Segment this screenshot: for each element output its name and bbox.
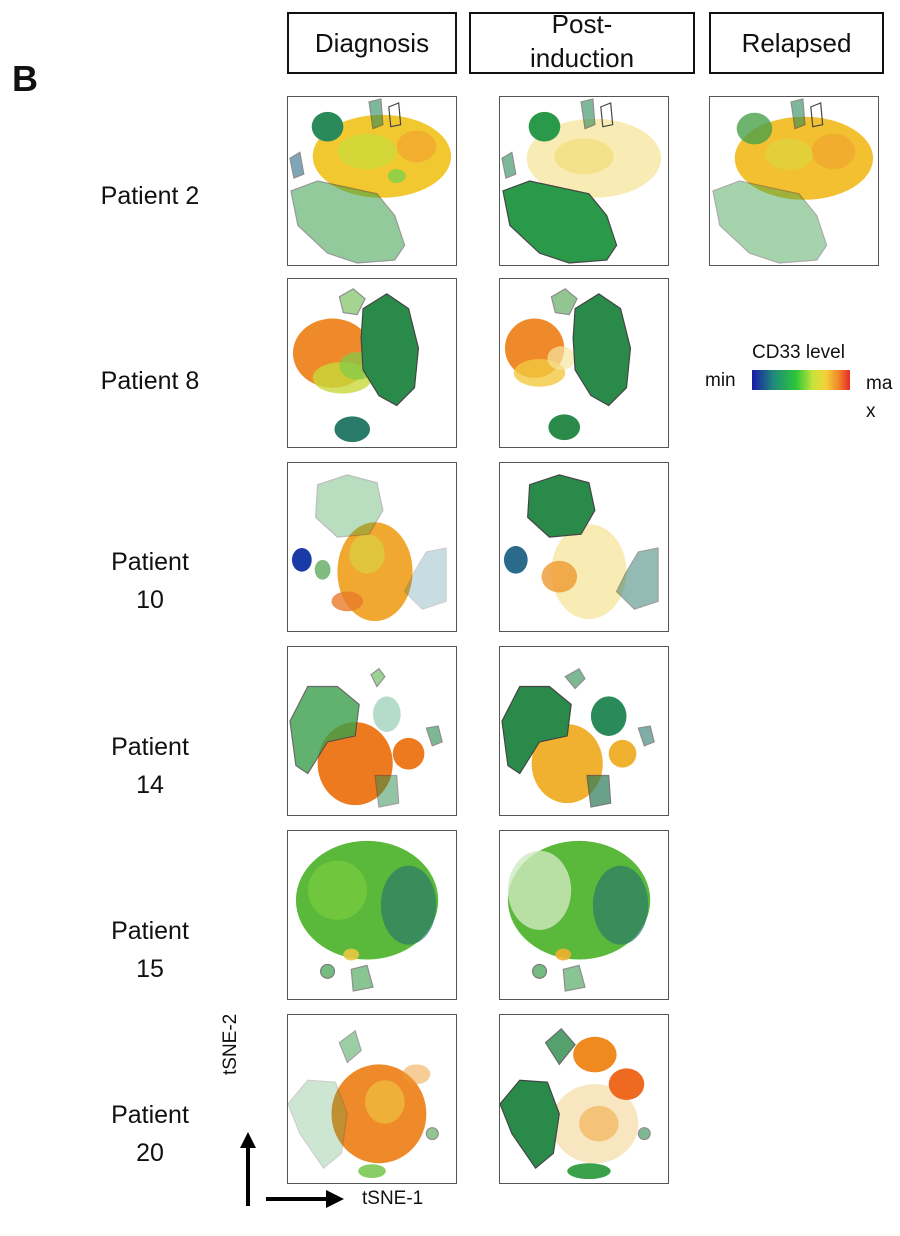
column-header-relapsed: Relapsed [709, 12, 884, 74]
row-label-line1: Patient 8 [100, 367, 200, 395]
row-label-patient-10: Patient 10 [60, 543, 240, 619]
tsne-plot-patient-8-post-induction [499, 278, 669, 448]
tsne-plot-patient-10-post-induction [499, 462, 669, 632]
row-label-line2: 15 [136, 955, 164, 983]
tsne-plot-patient-8-diagnosis [287, 278, 457, 448]
tsne-plot-patient-15-post-induction [499, 830, 669, 1000]
tsne-plot-patient-20-diagnosis [287, 1014, 457, 1184]
row-label-line2: 10 [136, 586, 164, 614]
column-header-post-induction-line1: Post- [551, 12, 613, 39]
tsne-plot-patient-20-post-induction [499, 1014, 669, 1184]
row-label-patient-8: Patient 8 [60, 362, 240, 400]
panel-letter: B [12, 58, 38, 99]
column-header-post-induction: Post- induction [469, 12, 695, 74]
column-header-diagnosis: Diagnosis [287, 12, 457, 74]
row-label-line2: 14 [136, 771, 164, 799]
legend-color-bar [752, 370, 850, 390]
tsne-plot-patient-2-post-induction [499, 96, 669, 266]
legend-min-label: min [705, 370, 736, 391]
row-label-line1: Patient [111, 1101, 189, 1129]
row-label-line1: Patient [111, 733, 189, 761]
tsne-plot-patient-2-diagnosis [287, 96, 457, 266]
tsne-plot-patient-14-diagnosis [287, 646, 457, 816]
tsne-plot-patient-10-diagnosis [287, 462, 457, 632]
tsne-plot-patient-15-diagnosis [287, 830, 457, 1000]
row-label-line2: 20 [136, 1139, 164, 1167]
row-label-patient-2: Patient 2 [60, 177, 240, 215]
column-header-relapsed-label: Relapsed [741, 27, 852, 58]
row-label-patient-20: Patient 20 [60, 1096, 240, 1172]
column-header-post-induction-line2: induction [529, 43, 635, 73]
row-label-line1: Patient [111, 917, 189, 945]
tsne-plot-patient-14-post-induction [499, 646, 669, 816]
tsne-plot-patient-2-relapsed [709, 96, 879, 266]
column-header-diagnosis-label: Diagnosis [314, 27, 430, 58]
row-label-patient-15: Patient 15 [60, 912, 240, 988]
axis-y-arrow [240, 1132, 256, 1206]
axis-x-arrow [266, 1190, 344, 1208]
row-label-patient-14: Patient 14 [60, 728, 240, 804]
row-label-line1: Patient 2 [100, 182, 200, 210]
row-label-line1: Patient [111, 548, 189, 576]
axis-y-label: tSNE-2 [220, 1013, 241, 1075]
legend-max-label: max [866, 373, 893, 422]
axis-x-label: tSNE-1 [362, 1188, 424, 1209]
legend-title: CD33 level [752, 342, 845, 363]
